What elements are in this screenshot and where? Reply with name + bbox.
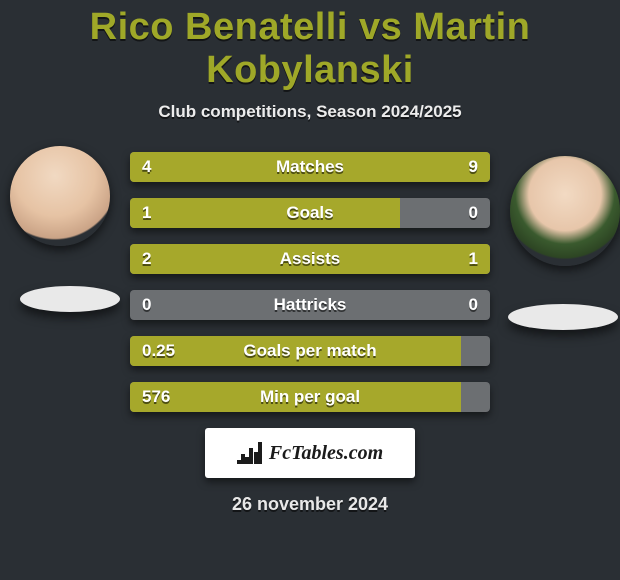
stat-value-right: 1 [457, 244, 490, 274]
stat-value-right [466, 382, 490, 412]
avatar-left [10, 146, 110, 246]
stat-value-left: 576 [130, 382, 182, 412]
player-left-name: Rico Benatelli [90, 6, 348, 48]
avatar-left-shadow [20, 286, 120, 312]
stat-label: Hattricks [130, 290, 490, 320]
branding-text: FcTables.com [269, 442, 383, 465]
subtitle: Club competitions, Season 2024/2025 [0, 102, 620, 122]
stat-row: 0.25Goals per match [130, 336, 490, 366]
comparison-arena: 49Matches10Goals21Assists00Hattricks0.25… [0, 146, 620, 412]
stat-row: 576Min per goal [130, 382, 490, 412]
date-stamp: 26 november 2024 [0, 494, 620, 515]
stat-value-right: 0 [457, 198, 490, 228]
stat-value-right: 0 [457, 290, 490, 320]
stat-row: 21Assists [130, 244, 490, 274]
stat-value-left: 0 [130, 290, 163, 320]
stat-value-left: 4 [130, 152, 163, 182]
stat-value-right [466, 336, 490, 366]
branding-badge: FcTables.com [205, 428, 415, 478]
stat-value-left: 2 [130, 244, 163, 274]
stat-fill-left [130, 244, 370, 274]
stat-value-right: 9 [457, 152, 490, 182]
fctables-logo-icon [237, 442, 263, 464]
avatar-right-shadow [508, 304, 618, 330]
stat-row: 49Matches [130, 152, 490, 182]
vs-separator: vs [359, 6, 402, 48]
stat-row: 0 0Hattricks [130, 290, 490, 320]
stat-value-left: 1 [130, 198, 163, 228]
stat-fill-left [130, 198, 400, 228]
stat-bars: 49Matches10Goals21Assists00Hattricks0.25… [130, 146, 490, 412]
page-title: Rico Benatelli vs Martin Kobylanski [0, 0, 620, 92]
avatar-right [510, 156, 620, 266]
stat-value-left: 0.25 [130, 336, 187, 366]
stat-fill-right [241, 152, 490, 182]
stat-row: 10Goals [130, 198, 490, 228]
